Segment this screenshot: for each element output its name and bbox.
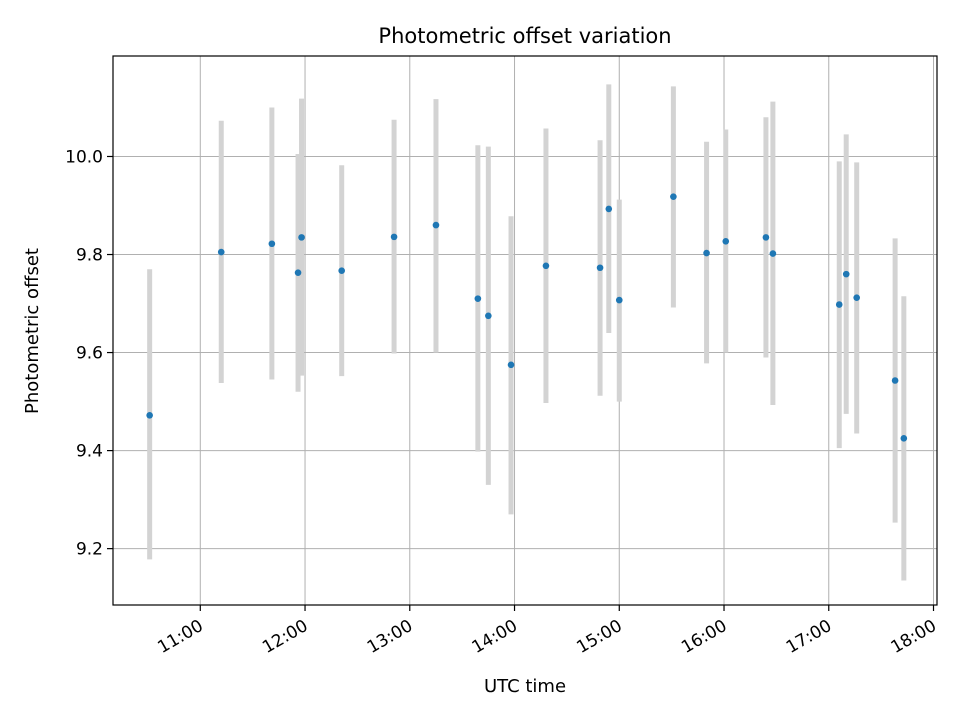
- data-point: [722, 237, 730, 245]
- data-point: [338, 267, 345, 274]
- data-point: [474, 295, 482, 302]
- y-tick-label: 9.4: [76, 442, 103, 462]
- data-points: [146, 193, 908, 442]
- chart-title: Photometric offset variation: [378, 24, 671, 48]
- y-tick-label: 9.2: [76, 540, 103, 560]
- grid: [113, 56, 937, 605]
- y-axis-ticks: 9.2 9.4 9.6 9.8 10.0: [65, 147, 113, 560]
- y-tick-label: 9.6: [76, 344, 103, 364]
- x-axis-label: UTC time: [484, 676, 566, 697]
- data-point: [615, 296, 623, 304]
- data-point: [268, 240, 276, 248]
- y-tick-label: 9.8: [76, 246, 103, 266]
- y-tick-label: 10.0: [65, 147, 103, 167]
- data-point: [507, 361, 515, 369]
- data-point: [432, 221, 440, 229]
- data-point: [842, 270, 850, 278]
- data-point: [853, 294, 860, 301]
- data-point: [900, 435, 908, 442]
- data-point: [769, 250, 777, 257]
- data-point: [835, 301, 843, 308]
- data-point: [146, 412, 153, 419]
- data-point: [485, 312, 492, 320]
- data-point: [596, 264, 604, 272]
- data-point: [390, 233, 398, 241]
- data-point: [891, 377, 899, 384]
- data-point: [670, 193, 677, 200]
- data-point: [217, 248, 225, 256]
- plot-frame: [112, 55, 938, 606]
- data-point: [605, 205, 613, 213]
- data-point: [703, 249, 710, 257]
- data-point: [294, 269, 302, 276]
- data-point: [298, 234, 305, 241]
- y-axis-label: Photometric offset: [22, 248, 43, 414]
- data-point: [762, 234, 770, 241]
- data-point: [542, 262, 550, 270]
